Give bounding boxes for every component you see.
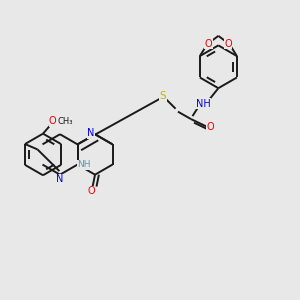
Text: N: N: [87, 128, 94, 138]
Text: S: S: [160, 91, 166, 101]
Text: O: O: [87, 186, 95, 196]
Text: O: O: [207, 122, 214, 132]
Text: O: O: [205, 39, 213, 49]
Text: N: N: [56, 174, 64, 184]
Text: O: O: [224, 39, 232, 49]
Text: NH: NH: [196, 99, 211, 109]
Text: CH₃: CH₃: [57, 117, 73, 126]
Text: NH: NH: [77, 160, 91, 169]
Text: O: O: [49, 116, 57, 126]
